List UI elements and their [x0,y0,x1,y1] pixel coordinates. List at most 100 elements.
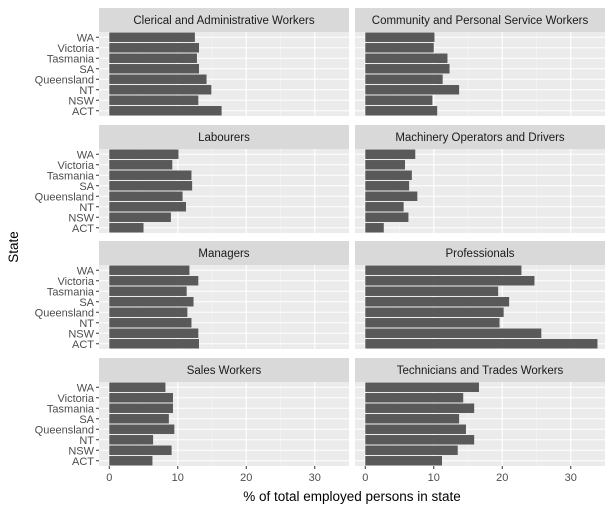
facet-title: Clerical and Administrative Workers [133,15,315,27]
bar [109,414,169,424]
facet-title: Sales Workers [187,365,262,377]
x-tick-label: 30 [565,472,577,484]
bar [109,85,212,95]
y-tick-label: NSW [68,445,94,457]
bar [365,424,466,434]
y-tick-label: Queensland [35,424,94,436]
facet-title: Labourers [198,132,250,144]
y-tick-label: Tasmania [47,286,95,298]
bar [365,53,448,63]
bar [365,191,418,201]
bar [365,307,504,317]
facet-strip [99,241,349,265]
bar [109,223,144,233]
facet-panel: Technicians and Trades Workers [355,358,605,466]
y-tick-label: WA [77,32,95,44]
y-tick-label: SA [79,414,94,426]
x-axis-title: % of total employed persons in state [243,489,461,504]
y-tick-label: WA [77,382,95,394]
bar [109,43,199,53]
bar [109,297,194,307]
bar [365,382,479,392]
y-tick-label: Queensland [35,74,94,86]
y-tick-label: SA [79,297,94,309]
bar [109,318,192,328]
y-tick-label: Tasmania [47,403,95,415]
bar [109,403,173,413]
bar [365,403,475,413]
bar [109,328,199,338]
y-tick-label: NT [79,318,94,330]
y-tick-label: Victoria [58,276,95,288]
bar [109,212,171,222]
bar [109,276,199,286]
y-tick-label: ACT [72,456,94,468]
bar [365,223,384,233]
bar [365,297,510,307]
bar [365,149,416,159]
facet-panel: LabourersWAVictoriaTasmaniaSAQueenslandN… [35,125,349,235]
x-tick-label: 10 [428,472,440,484]
bar [365,212,409,222]
bar [109,160,173,170]
x-tick-label: 10 [172,472,184,484]
y-tick-label: WA [77,265,95,277]
bar [109,445,172,455]
y-tick-label: SA [79,181,94,193]
facet-title: Community and Personal Service Workers [372,15,589,27]
bar [365,64,450,74]
x-tick-label: 20 [496,472,508,484]
facet-title: Professionals [445,248,514,260]
bar [109,393,173,403]
x-tick-label: 0 [106,472,112,484]
bar [365,170,412,180]
bar [365,286,499,296]
facet-panel: Sales Workers WAVictoriaTasmaniaSAQueensl… [35,358,349,468]
bar [365,414,460,424]
y-tick-label: Queensland [35,191,94,203]
bar [365,445,458,455]
bar [365,181,410,191]
bar [365,339,598,349]
y-tick-label: Tasmania [47,53,95,65]
y-tick-label: Victoria [58,43,95,55]
y-tick-label: SA [79,64,94,76]
bar [109,307,188,317]
x-tick-label: 20 [240,472,252,484]
y-tick-label: ACT [72,106,94,118]
facet-panel: Community and Personal Service Workers [355,8,605,116]
facet-strip [355,8,605,32]
facet-strip [355,358,605,382]
y-tick-label: ACT [72,223,94,235]
bar [365,456,442,466]
y-axis-title: State [6,231,21,263]
facet-title: Technicians and Trades Workers [397,365,564,377]
bar [109,53,197,63]
bar [365,74,443,84]
bar [365,435,475,445]
bar [109,265,190,275]
facet-panel: Managers WAVictoriaTasmaniaSAQueenslandNT… [35,241,349,351]
facet-panel: Professionals [355,241,605,349]
facet-strip [355,125,605,149]
bar [109,170,192,180]
bar [109,456,153,466]
facet-panels: Clerical and Administrative WorkersWAVic… [35,8,605,468]
facet-strip [355,241,605,265]
facet-strip [99,8,349,32]
y-tick-label: Queensland [35,307,94,319]
bar [109,191,183,201]
x-axes: 0 10 20 30 0 10 20 30 [106,466,577,484]
bar [109,435,154,445]
bar [365,95,433,105]
facet-title: Managers [198,248,249,260]
x-tick-label: 0 [362,472,368,484]
y-tick-label: Victoria [58,393,95,405]
bar [365,328,542,338]
bar [109,202,186,212]
bar [109,339,199,349]
bar [365,160,405,170]
y-tick-label: NT [79,85,94,97]
facet-title: Machinery Operators and Drivers [395,132,565,144]
